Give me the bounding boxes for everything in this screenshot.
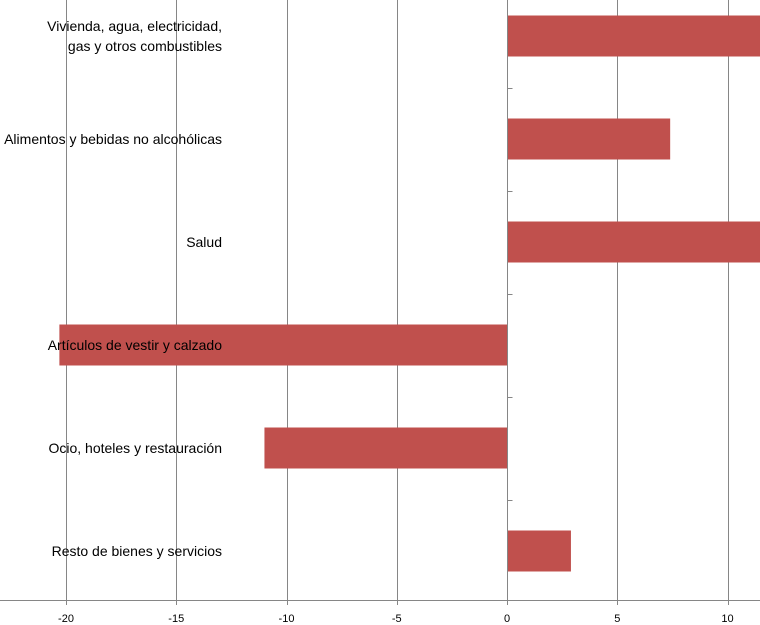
bar bbox=[507, 530, 571, 572]
tick-labels: -25-20-15-10-505101520 bbox=[58, 613, 734, 625]
bar bbox=[59, 324, 507, 366]
x-tick-label: 0 bbox=[504, 613, 510, 625]
grid-lines bbox=[66, 0, 729, 600]
category-label: Resto de bienes y servicios bbox=[52, 543, 222, 559]
x-tick-label: 10 bbox=[721, 613, 733, 625]
bar bbox=[507, 221, 760, 263]
category-label: Ocio, hoteles y restauración bbox=[48, 440, 222, 456]
axes bbox=[0, 0, 760, 605]
category-label: Vivienda, agua, electricidad, bbox=[47, 18, 222, 34]
bar bbox=[507, 118, 671, 160]
category-label: Salud bbox=[186, 234, 222, 250]
bar bbox=[507, 15, 760, 57]
category-label: Artículos de vestir y calzado bbox=[48, 337, 223, 353]
category-label: Alimentos y bebidas no alcohólicas bbox=[4, 131, 222, 147]
x-tick-label: -5 bbox=[392, 613, 402, 625]
category-label: gas y otros combustibles bbox=[68, 38, 222, 54]
bar bbox=[264, 427, 507, 469]
bars bbox=[59, 15, 760, 572]
x-tick-label: -10 bbox=[279, 613, 295, 625]
x-tick-label: -20 bbox=[58, 613, 74, 625]
x-tick-label: -15 bbox=[168, 613, 184, 625]
x-tick-label: 5 bbox=[614, 613, 620, 625]
category-labels: Vivienda, agua, electricidad, gas y otros… bbox=[4, 18, 222, 559]
